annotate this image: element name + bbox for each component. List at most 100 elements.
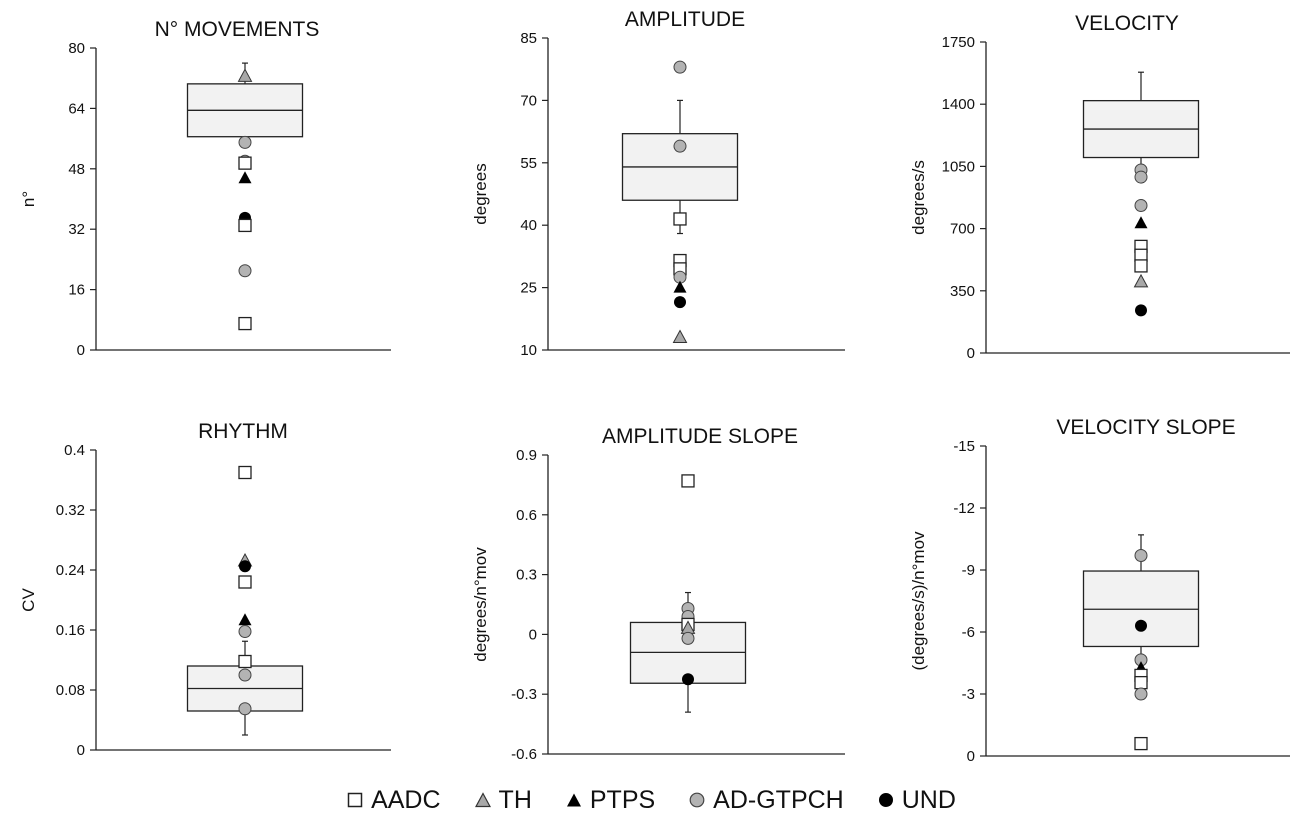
- y-tick-label: 25: [520, 280, 537, 297]
- chart-title: VELOCITY SLOPE: [1056, 416, 1235, 439]
- data-point-ad-gtpch: [238, 625, 252, 638]
- data-point-und: [682, 673, 694, 686]
- y-tick-label: 0.08: [56, 682, 85, 699]
- data-point-und: [1135, 304, 1147, 317]
- data-point-ptps: [238, 171, 252, 184]
- data-point-aadc: [1134, 259, 1148, 273]
- y-tick-label: -12: [953, 500, 975, 517]
- data-point-th: [672, 329, 688, 344]
- y-axis-label: (degrees/s)/n°mov: [909, 531, 928, 671]
- y-tick-label: -9: [962, 562, 975, 579]
- y-tick-label: -0.3: [511, 686, 537, 703]
- data-point-aadc: [673, 212, 687, 226]
- y-tick-label: -0.6: [511, 746, 537, 763]
- y-tick-label: 0: [529, 626, 537, 643]
- y-tick-label: 0.32: [56, 502, 85, 519]
- data-point-ad-gtpch: [238, 264, 252, 278]
- y-tick-label: 0: [77, 742, 85, 759]
- y-tick-label: 0.6: [516, 507, 537, 524]
- y-tick-label: 32: [68, 221, 85, 238]
- data-point-ad-gtpch: [673, 60, 687, 74]
- y-axis-label: n°: [19, 191, 38, 207]
- data-point-ptps: [238, 613, 252, 626]
- data-point-ad-gtpch: [1134, 170, 1148, 184]
- data-point-und: [674, 296, 686, 309]
- y-axis-label: CV: [19, 588, 38, 612]
- legend-item-aadc: AADC: [347, 786, 441, 815]
- y-tick-label: 0: [967, 748, 975, 765]
- y-tick-label: 40: [520, 217, 537, 234]
- y-tick-label: 55: [520, 155, 537, 172]
- y-tick-label: -15: [953, 438, 975, 455]
- data-point-ad-gtpch: [238, 702, 252, 716]
- data-point-aadc: [238, 156, 252, 170]
- data-point-aadc: [238, 465, 252, 480]
- chart-panel-5: AMPLITUDE SLOPE degrees/n°mov -0.6 -0.3 0 0.3…: [471, 425, 845, 763]
- chart-panel-3: VELOCITY degrees/s 0 350 700 1050 1400 1750: [909, 12, 1290, 362]
- legend: AADC TH PTPS AD-GTPCH UND: [0, 784, 1303, 816]
- chart-title: AMPLITUDE SLOPE: [602, 425, 798, 448]
- y-tick-label: 0.4: [64, 442, 85, 459]
- data-point-aadc: [1134, 675, 1148, 690]
- legend-item-ad-gtpch: AD-GTPCH: [689, 786, 844, 815]
- y-tick-label: 1400: [942, 96, 975, 113]
- data-point-aadc: [238, 654, 252, 669]
- data-point-aadc: [238, 316, 252, 331]
- y-axis-label: degrees: [471, 163, 490, 224]
- legend-marker-circle-black-icon: [878, 793, 893, 807]
- y-tick-label: -6: [962, 624, 975, 641]
- y-axis-label: degrees/s: [909, 160, 928, 235]
- y-tick-label: 700: [950, 221, 975, 238]
- y-tick-label: 64: [68, 100, 85, 117]
- data-point-aadc: [681, 474, 695, 488]
- data-point-aadc: [238, 575, 252, 589]
- chart-title: N° MOVEMENTS: [155, 18, 320, 41]
- y-tick-label: 0.3: [516, 567, 537, 584]
- chart-title: AMPLITUDE: [625, 8, 745, 31]
- legend-item-und: UND: [878, 786, 956, 815]
- y-tick-label: 0.9: [516, 447, 537, 464]
- data-point-aadc: [1134, 736, 1148, 751]
- legend-marker-square-icon: [347, 792, 363, 808]
- y-tick-label: 1050: [942, 158, 975, 175]
- legend-label-th: TH: [498, 785, 532, 814]
- data-point-und: [239, 560, 251, 573]
- legend-item-th: TH: [474, 785, 532, 815]
- y-tick-label: 0: [77, 342, 85, 359]
- data-point-ad-gtpch: [681, 631, 695, 645]
- legend-marker-circle-gray-icon: [689, 792, 705, 808]
- chart-title: VELOCITY: [1075, 12, 1179, 35]
- chart-panel-6: VELOCITY SLOPE (degrees/s)/n°mov 0 -3 -6 -9 -1…: [909, 416, 1290, 765]
- y-tick-label: 48: [68, 161, 85, 178]
- data-point-ad-gtpch: [238, 135, 252, 149]
- data-point-ad-gtpch: [1134, 687, 1148, 701]
- legend-label-ad-gtpch: AD-GTPCH: [713, 785, 844, 814]
- legend-label-ptps: PTPS: [589, 785, 656, 814]
- chart-panel-4: RHYTHM CV 0 0.08 0.16 0.24 0.32 0.4: [19, 420, 391, 759]
- chart-panel-1: N° MOVEMENTS n° 0 16 32 48 64 80: [19, 18, 391, 359]
- y-axis-label: degrees/n°mov: [471, 547, 490, 662]
- y-tick-label: 70: [520, 92, 537, 109]
- data-point-ad-gtpch: [238, 668, 252, 682]
- y-tick-label: 0.24: [56, 562, 85, 579]
- data-point-ad-gtpch: [1134, 198, 1148, 212]
- legend-label-und: UND: [901, 785, 956, 814]
- y-tick-label: 1750: [942, 34, 975, 51]
- data-point-ad-gtpch: [673, 139, 687, 153]
- chart-title: RHYTHM: [198, 420, 288, 443]
- data-point-ptps: [1134, 216, 1148, 229]
- legend-marker-triangle-gray-icon: [474, 792, 491, 808]
- y-tick-label: 0.16: [56, 622, 85, 639]
- box-plot-figure: N° MOVEMENTS n° 0 16 32 48 64 80 AMPLITUDE degree…: [19, 8, 1290, 765]
- data-point-ptps: [673, 280, 687, 293]
- data-point-und: [1135, 619, 1147, 632]
- y-tick-label: 80: [68, 40, 85, 57]
- data-point-ad-gtpch: [1134, 549, 1148, 563]
- y-tick-label: -3: [962, 686, 975, 703]
- y-tick-label: 16: [68, 282, 85, 299]
- y-tick-label: 10: [520, 342, 537, 359]
- legend-item-ptps: PTPS: [566, 786, 655, 815]
- y-tick-label: 350: [950, 283, 975, 300]
- chart-panel-2: AMPLITUDE degrees 10 25 40 55 70 85: [471, 8, 845, 359]
- legend-marker-triangle-black-icon: [566, 793, 581, 807]
